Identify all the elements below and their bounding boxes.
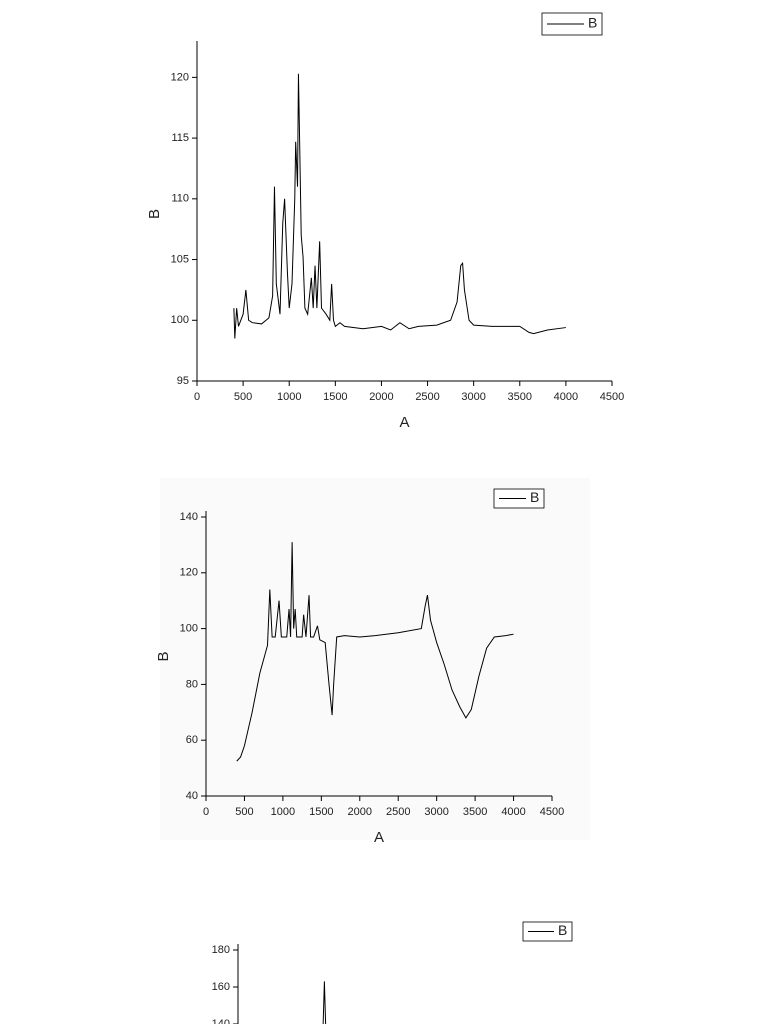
legend-label: B xyxy=(588,15,597,31)
y-tick-label: 120 xyxy=(180,567,198,579)
x-tick-label: 4500 xyxy=(600,391,624,403)
y-tick-label: 120 xyxy=(171,71,189,83)
x-tick-label: 4500 xyxy=(540,806,564,818)
data-line xyxy=(233,73,566,339)
x-tick-label: 0 xyxy=(203,806,209,818)
x-tick-label: 1500 xyxy=(323,391,347,403)
x-axis-title: A xyxy=(399,414,409,431)
y-tick-label: 140 xyxy=(180,511,198,523)
y-axis-title: B xyxy=(155,651,172,661)
y-tick-label: 100 xyxy=(180,623,198,635)
plot-backdrop xyxy=(160,478,590,840)
x-tick-label: 3500 xyxy=(463,806,487,818)
y-tick-label: 140 xyxy=(212,1018,230,1024)
x-tick-label: 0 xyxy=(194,391,200,403)
x-tick-label: 2000 xyxy=(348,806,372,818)
data-line xyxy=(236,542,514,762)
x-tick-label: 1000 xyxy=(271,806,295,818)
x-tick-label: 1500 xyxy=(309,806,333,818)
y-tick-label: 180 xyxy=(212,944,230,956)
y-tick-label: 60 xyxy=(186,734,198,746)
x-tick-label: 3000 xyxy=(424,806,448,818)
y-tick-label: 80 xyxy=(186,678,198,690)
x-tick-label: 500 xyxy=(235,806,253,818)
y-axis-title: B xyxy=(146,209,163,219)
y-tick-label: 160 xyxy=(212,981,230,993)
legend-label: B xyxy=(558,922,567,938)
x-tick-label: 4000 xyxy=(554,391,578,403)
legend-label: B xyxy=(530,489,539,505)
data-line xyxy=(322,981,327,1024)
y-tick-label: 105 xyxy=(171,253,189,265)
y-tick-label: 95 xyxy=(177,375,189,387)
x-tick-label: 3000 xyxy=(461,391,485,403)
x-tick-label: 4000 xyxy=(501,806,525,818)
x-tick-label: 2500 xyxy=(386,806,410,818)
y-tick-label: 100 xyxy=(171,314,189,326)
x-tick-label: 1000 xyxy=(277,391,301,403)
x-tick-label: 3500 xyxy=(508,391,532,403)
x-tick-label: 2000 xyxy=(369,391,393,403)
y-tick-label: 115 xyxy=(171,132,189,144)
x-tick-label: 2500 xyxy=(415,391,439,403)
y-tick-label: 110 xyxy=(171,193,189,205)
y-tick-label: 40 xyxy=(186,790,198,802)
x-axis-title: A xyxy=(374,829,384,846)
x-tick-label: 500 xyxy=(234,391,252,403)
